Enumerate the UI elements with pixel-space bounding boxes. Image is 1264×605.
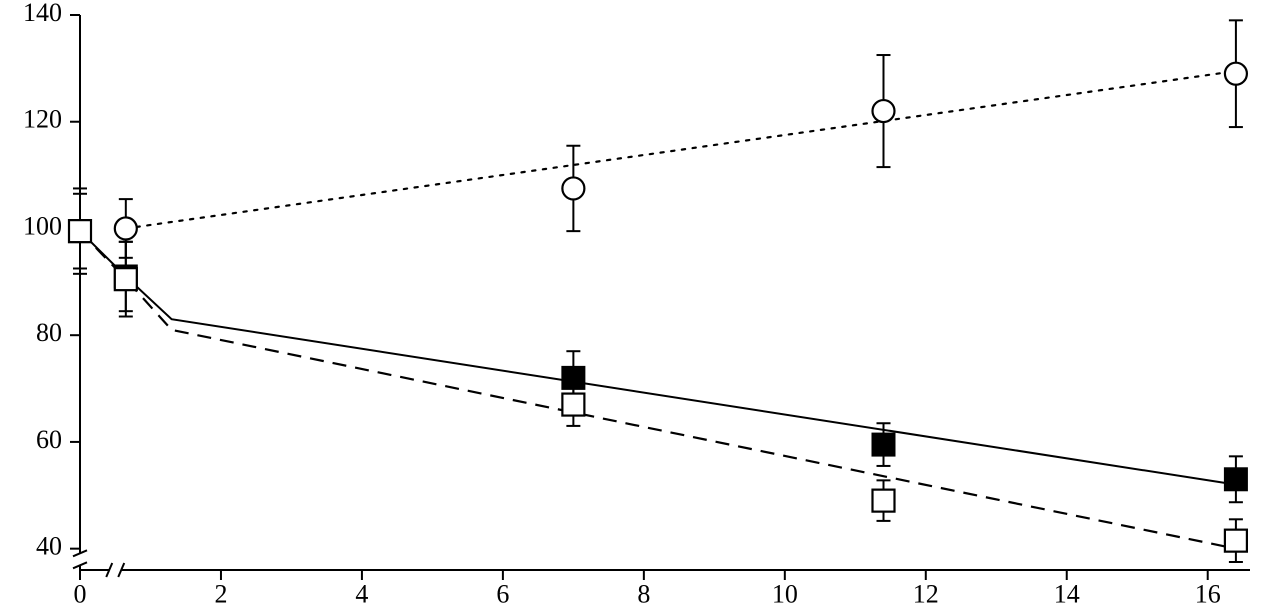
open-circle-marker	[562, 177, 584, 199]
filled-square-marker	[872, 434, 894, 456]
x-tick-label: 14	[1054, 579, 1080, 605]
open-circle-marker	[1225, 63, 1247, 85]
y-tick-label: 60	[36, 425, 62, 454]
open-square-marker	[872, 490, 894, 512]
open-circle-marker	[115, 217, 137, 239]
x-tick-label: 8	[637, 579, 650, 605]
line-chart: 40 60 80 100 120 140 0 2 4 6 8 10 12 14 16	[0, 0, 1264, 605]
x-tick-label: 0	[74, 579, 87, 605]
y-tick-label: 80	[36, 318, 62, 347]
chart-background	[0, 0, 1264, 605]
y-tick-label: 40	[36, 532, 62, 561]
x-tick-label: 16	[1195, 579, 1221, 605]
y-tick-label: 140	[23, 0, 62, 27]
open-square-marker	[115, 268, 137, 290]
x-tick-label: 10	[772, 579, 798, 605]
x-tick-label: 6	[496, 579, 509, 605]
x-tick-label: 4	[355, 579, 368, 605]
open-square-marker	[69, 220, 91, 242]
chart-container: 40 60 80 100 120 140 0 2 4 6 8 10 12 14 16	[0, 0, 1264, 605]
filled-square-marker	[562, 367, 584, 389]
y-tick-label: 120	[23, 105, 62, 134]
open-circle-marker	[872, 100, 894, 122]
x-tick-label: 12	[913, 579, 939, 605]
x-tick-label: 2	[214, 579, 227, 605]
open-square-marker	[562, 394, 584, 416]
y-tick-label: 100	[23, 211, 62, 240]
filled-square-marker	[1225, 468, 1247, 490]
open-square-marker	[1225, 530, 1247, 552]
